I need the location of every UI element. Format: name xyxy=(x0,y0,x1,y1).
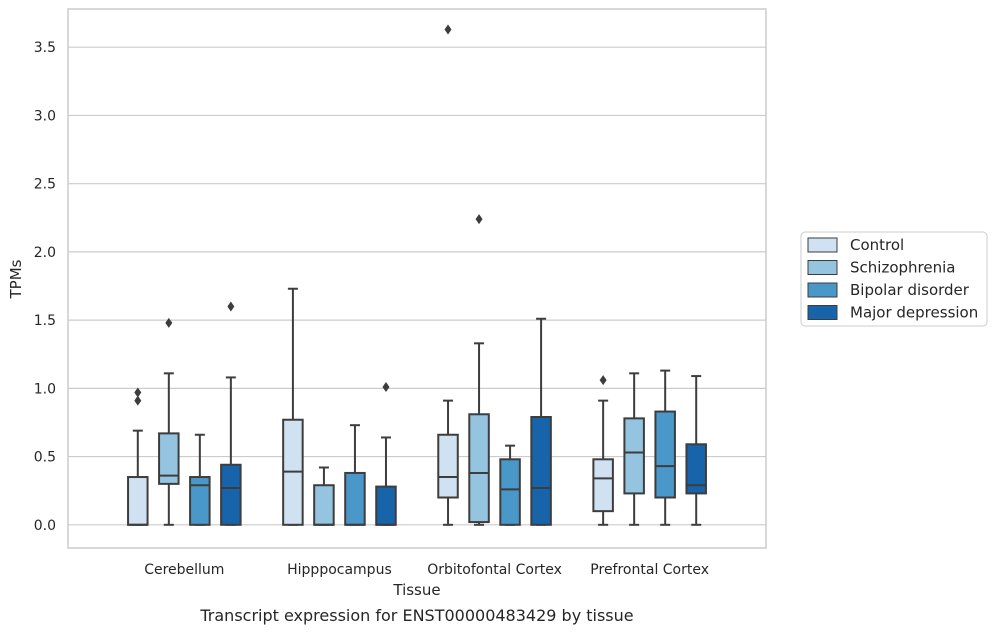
x-tick-label: Hipppocampus xyxy=(287,562,392,578)
y-tick-label: 2.0 xyxy=(34,245,56,261)
box xyxy=(437,433,459,499)
legend: Control Schizophrenia Bipolar disorder Majo… xyxy=(800,231,988,327)
outlier-point xyxy=(382,381,390,392)
legend-label: Major depression xyxy=(850,304,978,322)
legend-swatch xyxy=(807,260,838,275)
outlier-point xyxy=(165,317,173,328)
y-tick-label: 3.0 xyxy=(34,108,56,124)
x-tick-label: Orbitofontal Cortex xyxy=(427,562,562,578)
y-tick-label: 1.5 xyxy=(34,313,56,329)
box-series xyxy=(127,24,707,526)
y-tick-label: 1.0 xyxy=(34,381,56,397)
legend-swatch xyxy=(807,305,838,320)
box xyxy=(499,458,521,526)
y-tick-label: 0.5 xyxy=(34,450,56,466)
outlier-point xyxy=(134,387,142,398)
box xyxy=(344,471,366,526)
box xyxy=(468,413,490,524)
y-tick-label: 3.5 xyxy=(34,40,56,56)
series-group xyxy=(189,369,676,526)
series-group xyxy=(220,301,707,526)
y-axis-label: TPMs xyxy=(7,259,25,299)
box xyxy=(685,443,707,495)
x-tick-label: Cerebellum xyxy=(144,562,224,578)
chart-caption: Transcript expression for ENST0000048342… xyxy=(199,606,633,625)
box xyxy=(313,484,335,526)
legend-frame xyxy=(800,231,988,327)
legend-swatch xyxy=(807,282,838,298)
box xyxy=(530,416,552,526)
box xyxy=(592,458,614,513)
y-tick-label: 0.0 xyxy=(34,518,56,534)
legend-label: Control xyxy=(850,236,904,254)
box xyxy=(654,410,676,499)
series-group xyxy=(158,214,645,526)
x-tick-label: Prefrontal Cortex xyxy=(590,562,709,578)
plot-area-frame xyxy=(67,8,767,549)
outlier-point xyxy=(134,395,142,406)
series-group xyxy=(127,24,614,526)
x-axis-ticks: Cerebellum Hipppocampus Orbitofontal Corte… xyxy=(144,562,709,578)
grid-lines xyxy=(68,46,766,526)
legend-label: Schizophrenia xyxy=(850,259,955,277)
outlier-point xyxy=(227,301,235,312)
outlier-point xyxy=(475,214,483,225)
box xyxy=(158,432,180,485)
legend-label: Bipolar disorder xyxy=(850,281,970,299)
outlier-point xyxy=(444,24,452,35)
y-tick-label: 2.5 xyxy=(34,177,56,193)
y-axis-ticks: 0.0 0.5 1.0 1.5 2.0 2.5 3.0 3.5 xyxy=(34,40,56,534)
box xyxy=(623,417,645,495)
box xyxy=(375,485,397,526)
box xyxy=(127,476,149,526)
legend-swatch xyxy=(807,237,838,253)
outlier-point xyxy=(599,375,607,386)
box xyxy=(189,476,211,526)
x-axis-label: Tissue xyxy=(392,581,440,599)
box xyxy=(220,463,242,526)
